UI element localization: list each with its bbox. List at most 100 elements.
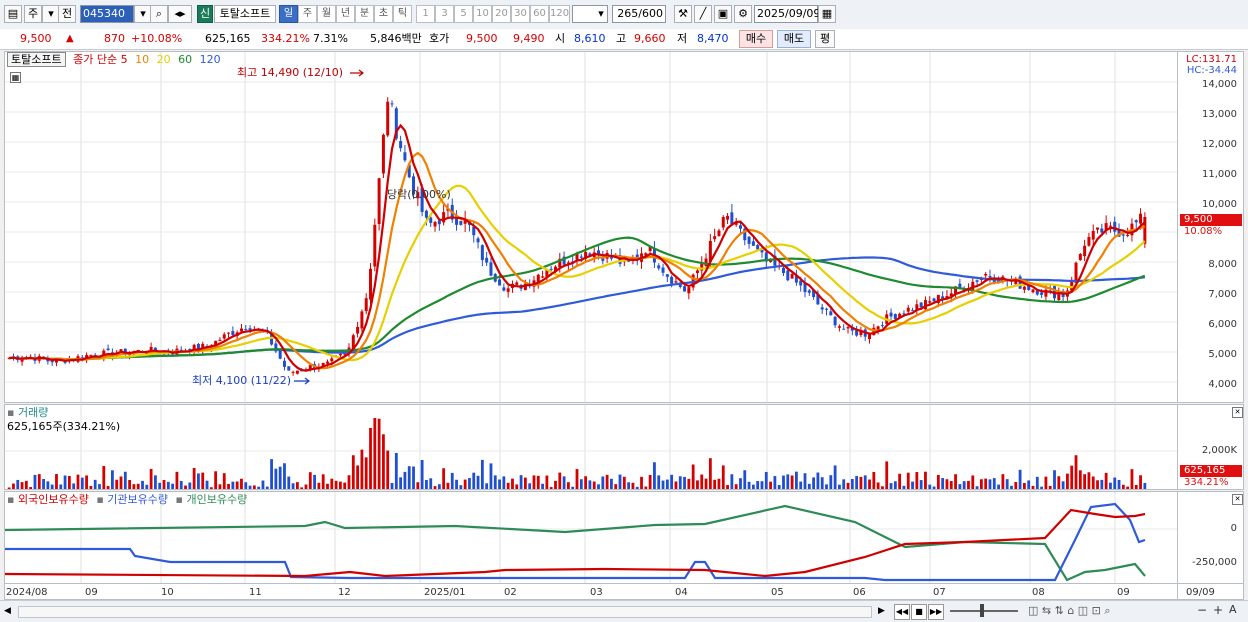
low-arrow-icon — [294, 377, 310, 385]
period-tab-year[interactable]: 년 — [336, 5, 355, 23]
zoom-slider[interactable] — [950, 610, 1018, 612]
volume-bar — [33, 474, 37, 489]
zoom-out-icon[interactable]: − — [1197, 603, 1208, 617]
candle-body — [218, 339, 222, 342]
volume-bar — [545, 475, 549, 489]
candle-body — [394, 108, 398, 139]
scroll-left-icon[interactable]: ◀ — [4, 606, 11, 616]
candle-body — [145, 353, 149, 355]
candle-body — [209, 346, 213, 349]
volume-bar — [967, 480, 970, 489]
interval-120[interactable]: 120 — [549, 5, 570, 23]
rewind-icon[interactable]: ◀◀ — [894, 604, 910, 620]
candle-body — [584, 251, 588, 259]
interval-dropdown-icon[interactable]: ▾ — [598, 7, 604, 20]
volume-bar — [528, 483, 532, 489]
search-icon[interactable]: ⌕ — [150, 5, 168, 23]
chart-tools-icon[interactable]: ⚒ — [674, 5, 692, 23]
candle-body — [597, 250, 601, 255]
interval-5[interactable]: 5 — [454, 5, 473, 23]
holdings-close-icon[interactable]: ✕ — [1232, 494, 1243, 505]
eval-button[interactable]: 평 — [815, 30, 835, 48]
period-tab-week[interactable]: 주 — [298, 5, 317, 23]
period-tab-minute[interactable]: 분 — [355, 5, 374, 23]
market-type-label[interactable]: 주 — [24, 5, 42, 23]
auto-scale-icon[interactable]: A — [1229, 603, 1237, 616]
interval-1[interactable]: 1 — [416, 5, 435, 23]
period-tab-second[interactable]: 초 — [374, 5, 393, 23]
stock-code-input[interactable]: 045340 — [80, 5, 134, 23]
volume-panel[interactable]: ▪ 거래량 625,165주(334.21%) — [4, 404, 1178, 490]
volume-bar — [304, 484, 308, 489]
calendar-icon[interactable]: ▦ — [818, 5, 836, 23]
volume-bar — [390, 482, 394, 489]
interval-30[interactable]: 30 — [511, 5, 530, 23]
volume-subtitle: 625,165주(334.21%) — [7, 420, 121, 433]
x-label-09: 09 — [85, 587, 98, 598]
price-chart-canvas[interactable] — [5, 52, 1178, 403]
window-menu-icon[interactable]: ▤ — [4, 5, 22, 23]
candle-body — [541, 276, 545, 278]
interval-60[interactable]: 60 — [530, 5, 549, 23]
volume-bar — [338, 481, 342, 489]
gear-icon[interactable]: ⚙ — [734, 5, 752, 23]
interval-3[interactable]: 3 — [435, 5, 454, 23]
volume-close-icon[interactable]: ✕ — [1232, 407, 1243, 418]
volume-chart-canvas[interactable] — [5, 405, 1178, 490]
volume-bar — [1121, 484, 1125, 489]
current-pct-tag: 10.08% — [1180, 226, 1242, 238]
holdings-panel[interactable]: ▪ 외국인보유수량 ▪ 기관보유수량 ▪ 개인보유수량 — [4, 491, 1178, 584]
y-tick-14000: 14,000 — [1202, 79, 1237, 90]
volume-bar — [334, 480, 338, 489]
prev-button[interactable]: 전 — [58, 5, 76, 23]
scroll-right-icon[interactable]: ▶ — [878, 606, 885, 616]
horizontal-scrollbar[interactable] — [18, 606, 872, 618]
holdings-legend: ▪ 외국인보유수량 ▪ 기관보유수량 ▪ 개인보유수량 — [7, 493, 247, 506]
sell-button[interactable]: 매도 — [777, 30, 811, 48]
chart-type-icons[interactable]: ◫ ⇆ ⇅ ⌂ ◫ ⊡ ⌕ — [1028, 604, 1111, 617]
period-tab-tick[interactable]: 틱 — [393, 5, 412, 23]
holdings-chart-canvas[interactable] — [5, 492, 1178, 584]
data-count-field[interactable]: 265/600 — [612, 5, 666, 23]
volume-bar — [295, 482, 299, 489]
draw-line-icon[interactable]: ╱ — [694, 5, 712, 23]
date-input[interactable]: 2025/09/09 — [754, 5, 820, 23]
price-chart-panel[interactable]: 토탈소프트 종가 단순 5 10 20 60 120 ▦ 최고 14,490 (… — [4, 51, 1178, 403]
candle-body — [248, 328, 252, 331]
candle-body — [20, 358, 24, 362]
volume-bar — [287, 476, 291, 489]
candle-body — [437, 220, 441, 225]
candle-body — [274, 343, 278, 352]
volume-bar — [416, 482, 420, 489]
volume-bar — [859, 476, 863, 489]
period-tab-month[interactable]: 월 — [317, 5, 336, 23]
holdings-legend-icon-2: ▪ — [96, 493, 104, 506]
volume-bar — [270, 459, 273, 489]
volume-bar — [571, 486, 575, 489]
volume-bar — [98, 484, 101, 489]
volume-bar — [842, 479, 846, 489]
zoom-slider-handle[interactable] — [980, 604, 984, 617]
zoom-in-icon[interactable]: + — [1213, 603, 1224, 617]
speaker-icon[interactable]: ◂▸ — [168, 5, 192, 23]
stop-icon[interactable]: ■ — [911, 604, 927, 620]
buy-button[interactable]: 매수 — [739, 30, 773, 48]
interval-custom-input[interactable] — [572, 5, 608, 23]
candle-body — [7, 358, 11, 360]
interval-20[interactable]: 20 — [492, 5, 511, 23]
volume-bar — [145, 484, 149, 489]
volume-bar — [166, 481, 170, 489]
volume-bar — [558, 472, 562, 489]
volume-bar — [227, 483, 230, 489]
save-icon[interactable]: ▣ — [714, 5, 732, 23]
indicator-list-icon[interactable]: ▦ — [10, 72, 21, 83]
volume-bar — [29, 487, 33, 489]
candle-body — [377, 178, 381, 225]
period-tab-day[interactable]: 일 — [279, 5, 298, 23]
interval-10[interactable]: 10 — [473, 5, 492, 23]
candle-body — [558, 258, 562, 268]
fast-forward-icon[interactable]: ▶▶ — [928, 604, 944, 620]
volume-bar — [683, 476, 686, 489]
candle-body — [803, 283, 807, 293]
candle-body — [420, 187, 424, 212]
